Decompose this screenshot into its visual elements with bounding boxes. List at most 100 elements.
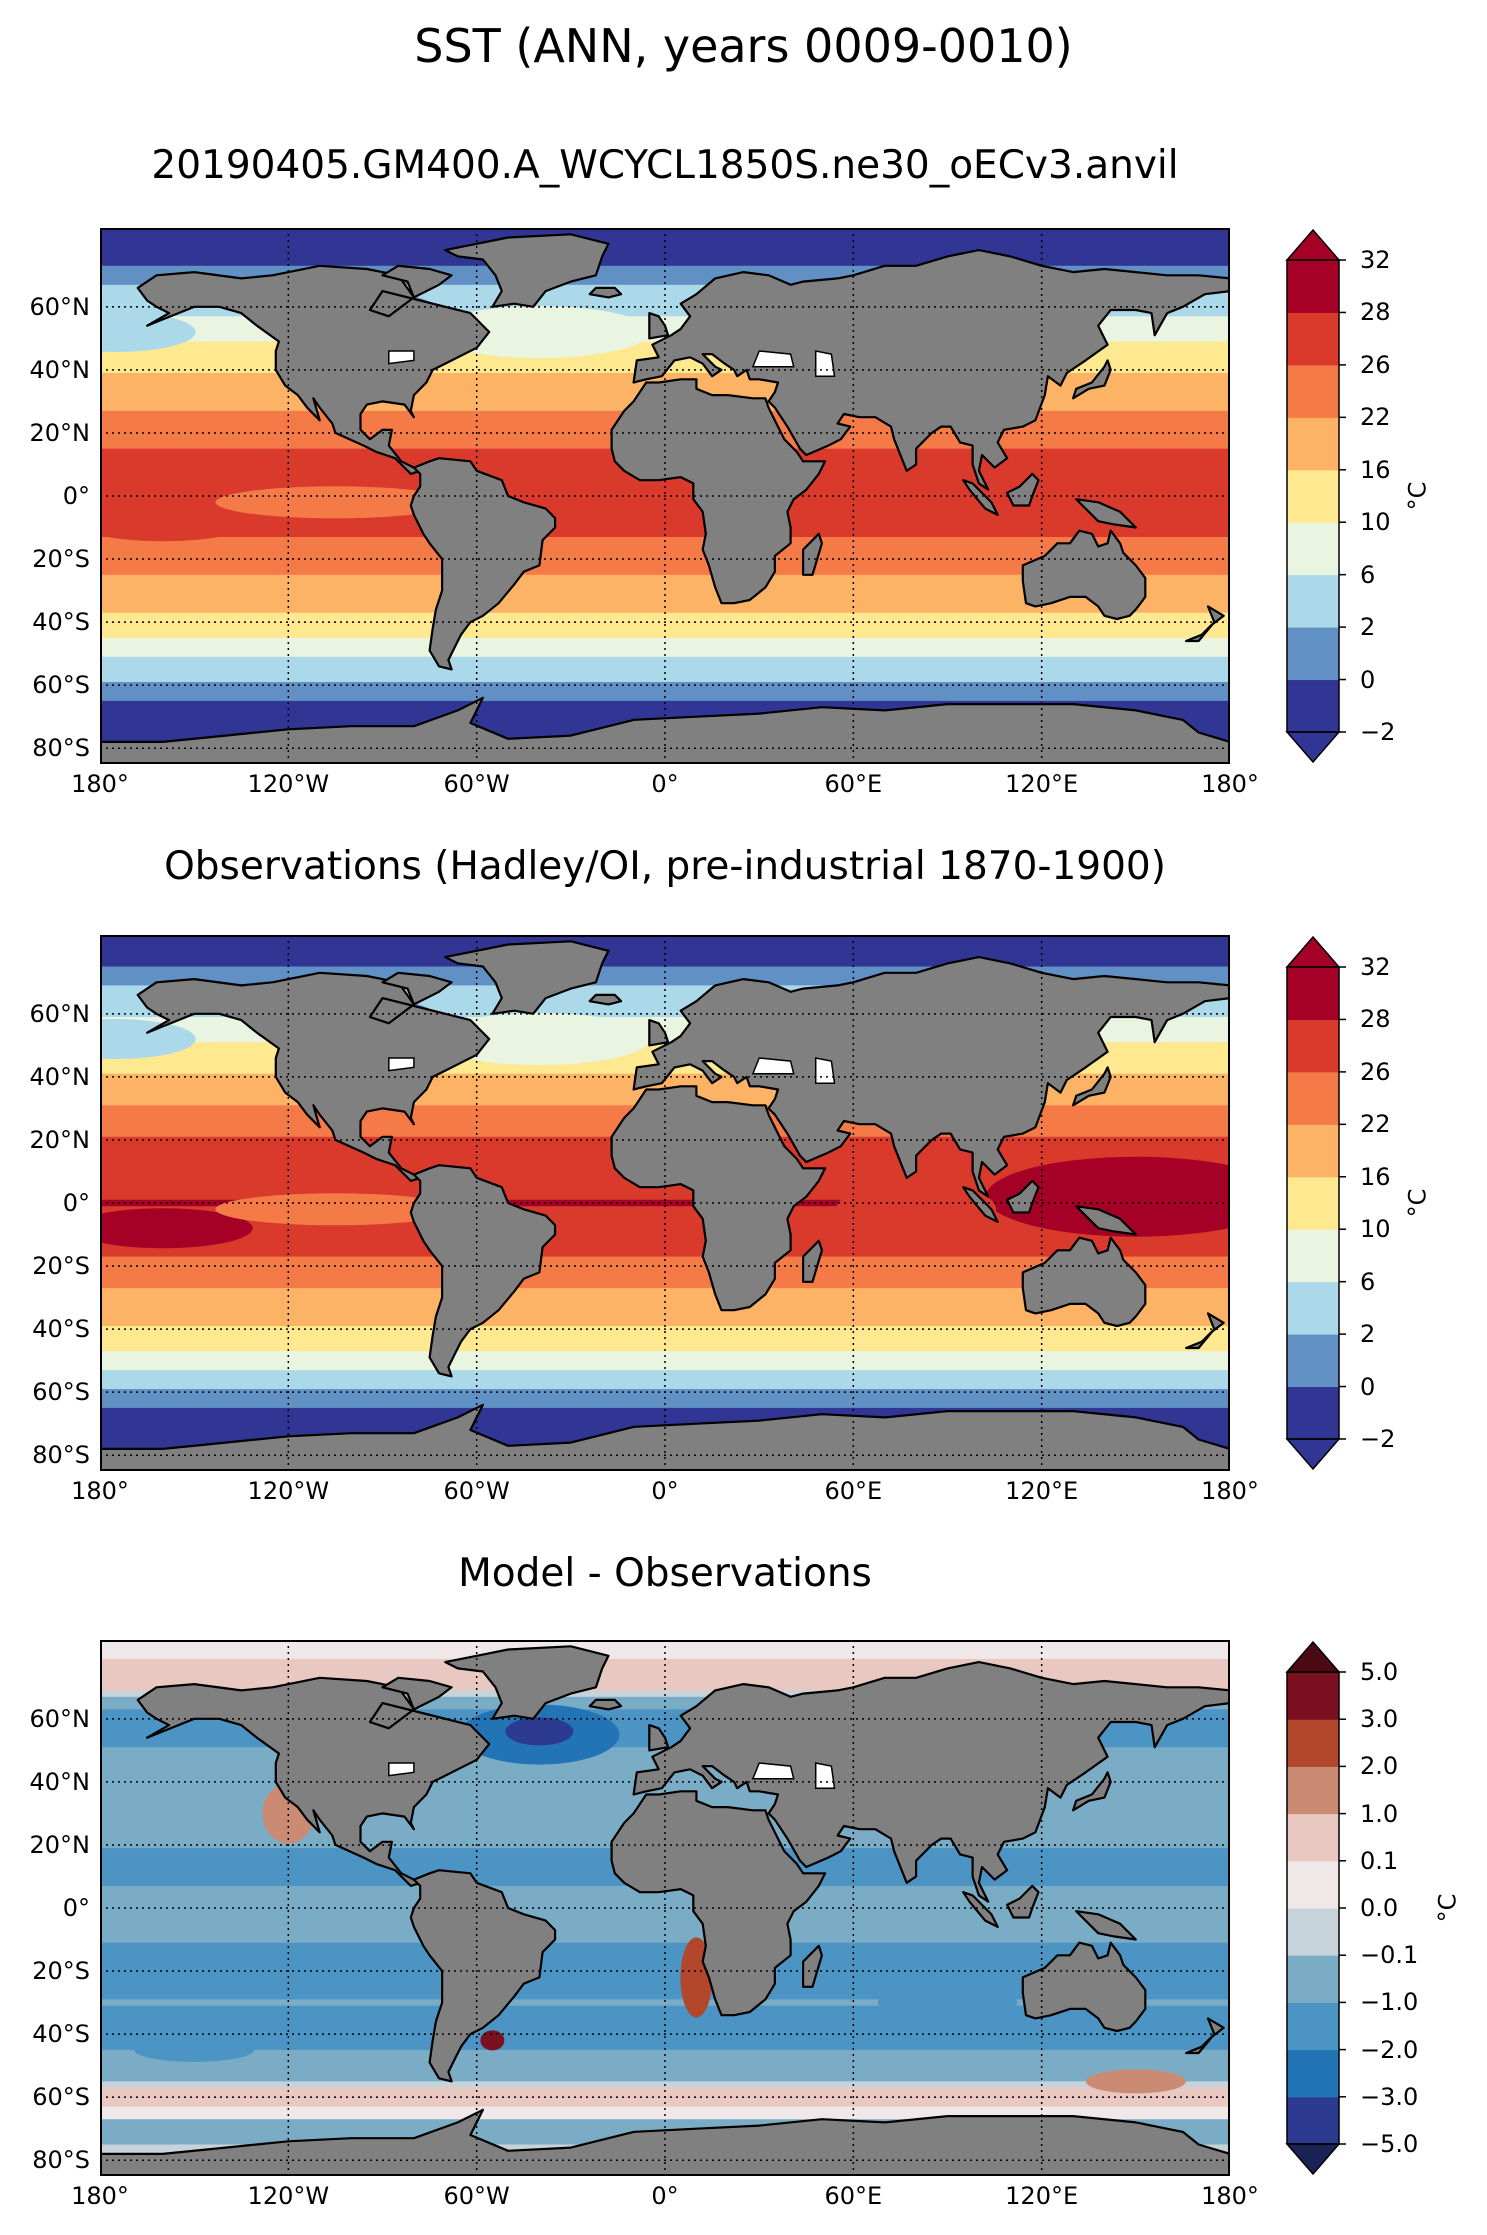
landmass-eurasia — [632, 249, 1230, 491]
colorbar-tick-label: −0.1 — [1360, 1941, 1419, 1970]
colorbar-tick-label: 28 — [1360, 298, 1391, 327]
zonal-band — [100, 1999, 1230, 2007]
colorbar-tick-label: 0.0 — [1360, 1894, 1399, 1922]
landmass-britain — [648, 1019, 670, 1047]
colorbar-tick-label: 0.1 — [1360, 1846, 1399, 1875]
zonal-band — [100, 1677, 1230, 1685]
zonal-band — [100, 265, 1230, 273]
colorbar-segment — [1287, 1719, 1339, 1767]
zonal-band — [100, 234, 1230, 242]
south-pacific-cold-bias — [134, 2037, 255, 2062]
colorbar-tick-label: −2 — [1360, 718, 1396, 746]
landmass-madagascar — [802, 1944, 823, 1988]
landmass-baffin — [381, 1676, 453, 1711]
southern-ocean-warm-bias — [1085, 2069, 1186, 2094]
zonal-band — [100, 1351, 1230, 1359]
landmass-antarctica — [100, 1403, 1230, 1471]
colorbar-tick-label: −5.0 — [1360, 2130, 1419, 2158]
zonal-band — [100, 1640, 1230, 1647]
zonal-band — [100, 511, 1230, 519]
landmass-australia — [1021, 529, 1147, 621]
zonal-band — [100, 253, 1230, 261]
latitude-label: 20°N — [29, 418, 91, 447]
colorbar-graphic — [1285, 1640, 1346, 2176]
colorbar-tick-label: −1.0 — [1360, 1988, 1419, 2017]
colorbar-extend-min — [1285, 1438, 1341, 1471]
landmass-south-america — [409, 457, 557, 671]
zonal-band — [100, 486, 1230, 494]
inland-water — [388, 350, 415, 365]
map-plot — [100, 228, 1230, 764]
zonal-band — [100, 2024, 1230, 2032]
landmass-south-america — [409, 1164, 557, 1378]
colorbar: −2 0 2 6 10 16 22 26 28 32 °C — [1285, 935, 1475, 1471]
zonal-band — [100, 1212, 1230, 1220]
zonal-band — [100, 1690, 1230, 1698]
landmass-borneo — [1006, 472, 1040, 507]
zonal-band — [100, 972, 1230, 980]
zonal-band — [100, 1898, 1230, 1906]
zonal-band — [100, 1665, 1230, 1673]
zonal-band — [100, 499, 1230, 507]
colorbar-segment — [1287, 2049, 1339, 2098]
longitude-label: 120°W — [247, 2182, 330, 2210]
inland-water — [751, 1762, 795, 1780]
zonal-band — [100, 1684, 1230, 1691]
colorbar-extend-min — [1285, 731, 1341, 764]
zonal-band — [100, 246, 1230, 254]
longitude-label: 60°E — [824, 770, 883, 798]
north-pacific-cold — [100, 1019, 196, 1060]
colorbar-segment — [1287, 1229, 1339, 1283]
zonal-band — [100, 272, 1230, 279]
colorbar-segment — [1287, 679, 1339, 733]
inland-water — [388, 1762, 415, 1777]
land — [100, 233, 1230, 764]
zonal-band — [100, 1892, 1230, 1900]
colorbar-segment — [1287, 312, 1339, 366]
map-frame — [100, 935, 1230, 1471]
landmass-australia — [1021, 1236, 1147, 1328]
zonal-band — [100, 1218, 1230, 1226]
landmass-japan — [1072, 1066, 1112, 1107]
landmass-antarctica — [100, 2108, 1230, 2176]
colorbar-frame — [1286, 966, 1340, 1440]
warm-pool — [985, 1156, 1230, 1237]
colorbar-tick-label: 3.0 — [1360, 1705, 1399, 1734]
colorbar-segment — [1287, 522, 1339, 576]
latitude-label: 40°S — [32, 1315, 90, 1344]
zonal-band — [100, 600, 1230, 607]
landmass-eurasia — [632, 956, 1230, 1198]
colorbar-unit: °C — [1433, 1893, 1462, 1923]
zonal-band — [100, 625, 1230, 633]
colorbar-tick-label: 26 — [1360, 350, 1391, 379]
zonal-band — [100, 480, 1230, 488]
labrador-strong-bias — [505, 1717, 574, 1746]
colorbar-tick-label: −2 — [1360, 1425, 1396, 1453]
zonal-band — [100, 953, 1230, 961]
colorbar-segment — [1287, 1672, 1339, 1720]
landmass-baffin — [381, 971, 453, 1006]
colorbar-segment — [1287, 2002, 1339, 2051]
zonal-band — [100, 960, 1230, 968]
latitude-label: 80°S — [32, 734, 90, 763]
zonal-band — [100, 606, 1230, 614]
zonal-band — [100, 1193, 1230, 1201]
zonal-band — [100, 966, 1230, 974]
zonal-band — [100, 1225, 1230, 1232]
colorbar-tick-label: 5.0 — [1360, 1658, 1399, 1686]
longitude-label: 180° — [71, 1477, 129, 1505]
land — [100, 940, 1230, 1471]
landmass-new-guinea — [1075, 1205, 1137, 1236]
landmass-greenland — [444, 233, 610, 308]
zonal-band — [100, 694, 1230, 702]
gridlines — [100, 1640, 1230, 2176]
longitude-label: 180° — [1201, 770, 1259, 798]
inland-water — [814, 350, 836, 377]
longitude-label: 180° — [71, 2182, 129, 2210]
zonal-band — [100, 2012, 1230, 2019]
longitude-label: 120°E — [1005, 2182, 1079, 2210]
panel-observations: Observations (Hadley/OI, pre-industrial … — [0, 795, 1487, 1515]
warm-pool — [985, 449, 1230, 530]
zonal-band — [100, 631, 1230, 639]
zonal-band — [100, 1936, 1230, 1944]
